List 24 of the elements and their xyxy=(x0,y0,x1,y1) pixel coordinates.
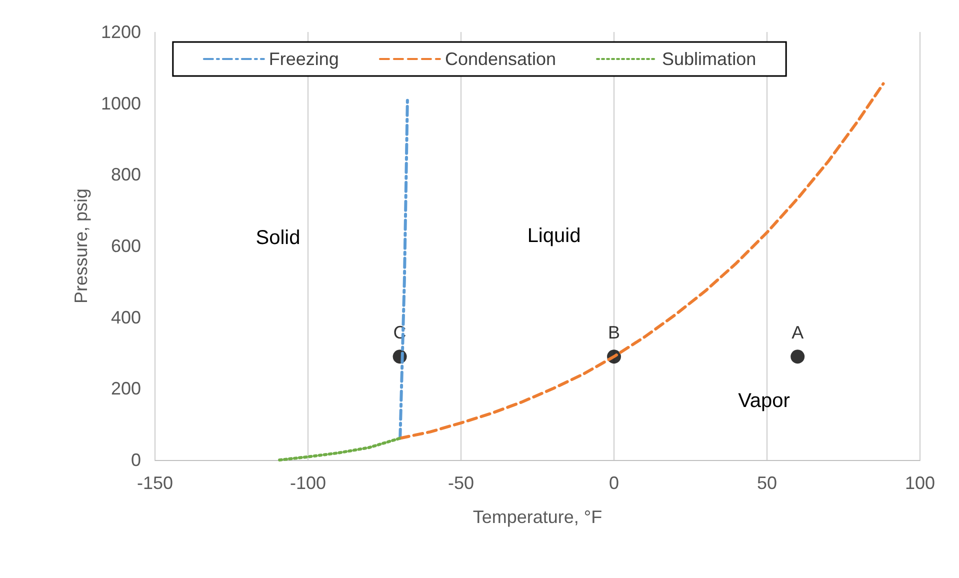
data-label: A xyxy=(792,322,804,343)
y-tick-label: 1000 xyxy=(100,93,141,114)
y-tick-label: 800 xyxy=(110,164,141,185)
x-tick-label: 0 xyxy=(608,473,620,493)
legend-label: Sublimation xyxy=(662,49,756,69)
legend-label: Freezing xyxy=(268,49,339,69)
y-tick-label: 0 xyxy=(130,450,141,470)
x-tick-label: -150 xyxy=(136,473,174,493)
y-tick-label: 200 xyxy=(110,378,141,399)
line-series xyxy=(278,436,402,462)
data-label: B xyxy=(608,322,620,343)
y-axis-title: Pressure, psig xyxy=(71,188,91,304)
x-tick-label: -50 xyxy=(448,473,474,493)
y-tick-label: 400 xyxy=(110,307,141,328)
annotation: Liquid xyxy=(527,225,581,247)
annotation: Vapor xyxy=(738,390,790,412)
x-tick-label: 100 xyxy=(904,473,936,493)
annotation: Solid xyxy=(256,227,300,249)
y-tick-label: 600 xyxy=(110,236,141,256)
x-tick-label: 50 xyxy=(756,473,778,493)
x-axis-title: Temperature, °F xyxy=(472,507,602,527)
x-tick-label: -100 xyxy=(290,473,326,493)
y-tick-label: 1200 xyxy=(100,22,141,42)
legend-label: Condensation xyxy=(444,49,556,69)
